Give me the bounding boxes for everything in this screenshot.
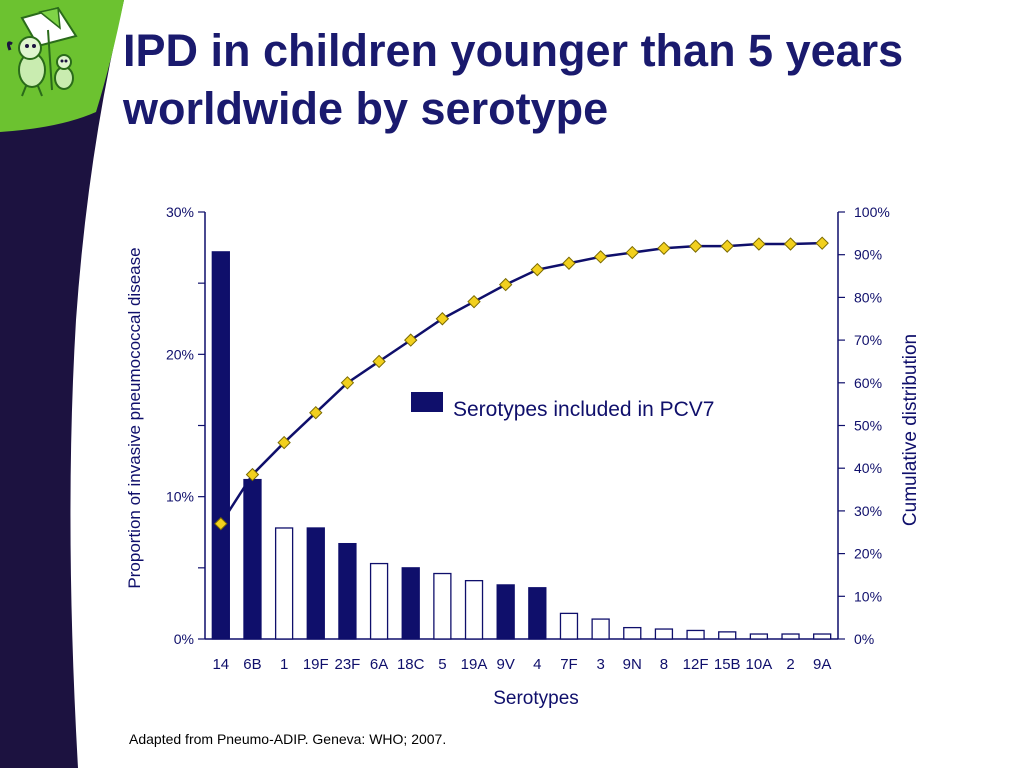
x-tick-labels: 14 6B 1 19F 23F 6A 18C 5 19A 9V 4 7F 3 9N 8 12F 15B 10A 2 9… [212, 656, 831, 673]
right-axis: 0% 10% 20% 30% 40% 50% 60% 70% 80% 90% 100% [837, 204, 890, 647]
cumulative-marker-18C [404, 333, 418, 347]
page-title: IPD in children younger than 5 years wor… [123, 22, 1003, 138]
right-tick-label: 60% [854, 375, 882, 391]
right-tick-label: 10% [854, 588, 882, 604]
cumulative-marker-14 [214, 517, 228, 531]
right-tick-label: 30% [854, 503, 882, 519]
x-tick-label: 10A [746, 656, 773, 673]
right-tick-label: 20% [854, 546, 882, 562]
bars [211, 251, 832, 640]
cumulative-marker-1 [277, 435, 291, 450]
x-tick-label: 9N [623, 656, 642, 673]
left-tick-label: 20% [166, 346, 194, 362]
source-note: Adapted from Pneumo-ADIP. Geneva: WHO; 2… [129, 731, 447, 747]
bar-18C [401, 567, 420, 640]
legend: Serotypes included in PCV7 [411, 392, 715, 421]
x-tick-label: 7F [560, 656, 578, 673]
title-line-1: IPD in children younger than 5 years [123, 25, 904, 76]
cumulative-marker-19A [467, 294, 481, 309]
left-navy-band [0, 0, 124, 768]
bar-4 [528, 587, 547, 640]
x-tick-label: 3 [596, 656, 604, 673]
cumulative-marker-6A [372, 354, 386, 369]
cumulative-marker-7F [562, 256, 576, 270]
left-tick-label: 0% [174, 631, 194, 647]
cumulative-marker-2 [783, 237, 798, 251]
bar-9N [623, 626, 642, 640]
cumulative-marker-10A [752, 237, 766, 251]
right-tick-label: 100% [854, 204, 890, 220]
x-tick-label: 18C [397, 656, 425, 673]
cumulative-line-group [214, 236, 829, 531]
right-tick-label: 40% [854, 460, 882, 476]
mascot-logo [6, 6, 78, 97]
x-tick-label: 6B [243, 656, 261, 673]
right-tick-label: 50% [854, 418, 882, 434]
y-axis-title: Proportion of invasive pneumococcal dise… [125, 247, 144, 588]
bar-23F [338, 542, 357, 640]
right-tick-label: 0% [854, 631, 874, 647]
x-tick-label: 5 [438, 656, 446, 673]
bar-19F [306, 527, 325, 640]
right-tick-label: 90% [854, 247, 882, 263]
bar-19A [464, 579, 484, 640]
bar-12F [686, 629, 705, 640]
bar-6A [369, 562, 389, 640]
left-tick-label: 10% [166, 489, 194, 505]
cumulative-marker-19F [309, 405, 323, 420]
y2-axis-title: Cumulative distribution [900, 334, 921, 526]
x-tick-label: 12F [683, 656, 709, 673]
x-tick-label: 23F [334, 656, 360, 673]
cumulative-marker-15B [720, 239, 734, 253]
x-tick-label: 19F [303, 656, 329, 673]
x-tick-label: 4 [533, 656, 541, 673]
cumulative-marker-9N [625, 245, 639, 260]
bar-7F [559, 612, 579, 640]
cumulative-line [219, 241, 823, 525]
cumulative-marker-3 [593, 250, 608, 264]
cumulative-marker-23F [340, 376, 355, 390]
bar-15B [718, 631, 737, 640]
cumulative-marker-9V [498, 277, 513, 292]
bar-1 [274, 527, 294, 640]
x-tick-label: 9A [813, 656, 831, 673]
bar-9V [496, 584, 515, 640]
bar-9A [813, 633, 832, 640]
left-axis: 0% 10% 20% 30% [166, 204, 838, 647]
cumulative-marker-5 [435, 312, 450, 326]
cumulative-marker-8 [657, 241, 671, 256]
bar-2 [781, 633, 800, 640]
cumulative-marker-6B [245, 467, 260, 482]
bar-3 [591, 618, 610, 640]
cumulative-marker-4 [530, 262, 545, 277]
x-tick-label: 6A [370, 656, 388, 673]
x-tick-label: 15B [714, 656, 741, 673]
x-tick-label: 14 [212, 656, 229, 673]
bar-10A [749, 633, 769, 640]
x-tick-label: 19A [461, 656, 488, 673]
bar-5 [433, 572, 452, 640]
right-tick-label: 80% [854, 289, 882, 305]
title-line-2: worldwide by serotype [123, 83, 609, 134]
bar-14 [211, 251, 230, 640]
legend-label: Serotypes included in PCV7 [453, 398, 715, 421]
left-tick-label: 30% [166, 204, 194, 220]
x-tick-label: 2 [786, 656, 794, 673]
cumulative-marker-9A [815, 236, 829, 250]
cumulative-marker-12F [688, 239, 703, 253]
x-axis-title: Serotypes [493, 688, 579, 709]
x-tick-label: 9V [496, 656, 514, 673]
bar-8 [654, 628, 674, 640]
right-tick-label: 70% [854, 332, 882, 348]
x-tick-label: 1 [280, 656, 288, 673]
bar-6B [243, 478, 262, 640]
x-tick-label: 8 [660, 656, 668, 673]
legend-swatch [411, 392, 443, 412]
